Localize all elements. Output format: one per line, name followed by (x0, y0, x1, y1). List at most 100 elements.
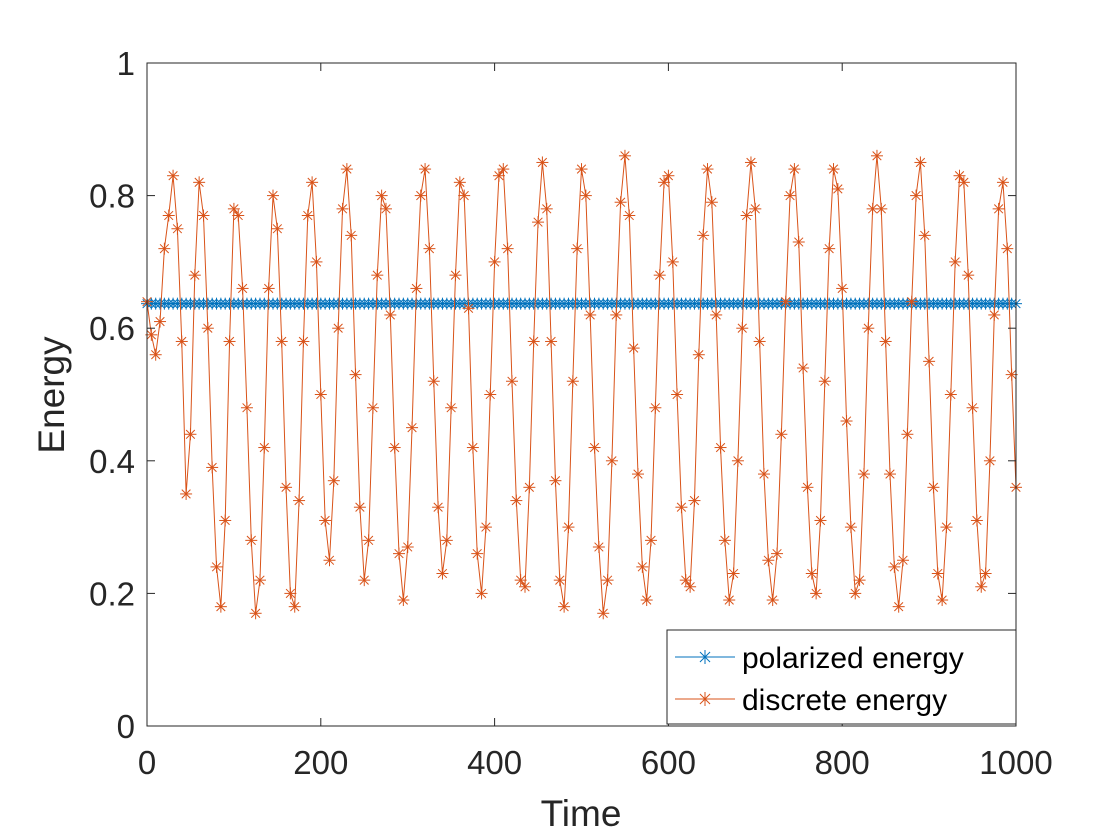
discrete-energy-point (623, 209, 636, 222)
discrete-energy-point (636, 560, 649, 573)
discrete-energy-point (996, 176, 1009, 189)
discrete-energy-point (775, 428, 788, 441)
discrete-energy-point (249, 607, 262, 620)
discrete-energy-point (206, 461, 219, 474)
discrete-energy-point (219, 514, 232, 527)
discrete-energy-point (953, 169, 966, 182)
series-discrete-energy (141, 149, 1022, 620)
discrete-energy-point (831, 182, 844, 195)
discrete-energy-point (966, 401, 979, 414)
discrete-energy-point (375, 189, 388, 202)
discrete-energy-point (167, 169, 180, 182)
discrete-energy-point (762, 554, 775, 567)
discrete-energy-point (788, 163, 801, 176)
discrete-energy-point (844, 521, 857, 534)
discrete-energy-point (640, 594, 653, 607)
discrete-energy-point (840, 415, 853, 428)
discrete-energy-point (897, 554, 910, 567)
discrete-energy-point (571, 242, 584, 255)
discrete-energy-point (362, 534, 375, 547)
discrete-energy-point (692, 348, 705, 361)
discrete-energy-point (406, 421, 419, 434)
discrete-energy-point (475, 587, 488, 600)
discrete-energy-point (714, 441, 727, 454)
discrete-energy-point (510, 494, 523, 507)
discrete-energy-point (527, 335, 540, 348)
discrete-energy-point (662, 169, 675, 182)
discrete-energy-point (601, 574, 614, 587)
discrete-energy-point (753, 335, 766, 348)
discrete-energy-point (723, 594, 736, 607)
discrete-energy-point (870, 149, 883, 162)
discrete-energy-point (180, 487, 193, 500)
discrete-energy-point (853, 574, 866, 587)
discrete-energy-point (923, 355, 936, 368)
discrete-energy-point (736, 322, 749, 335)
discrete-energy-point (445, 401, 458, 414)
discrete-energy-point (588, 441, 601, 454)
discrete-energy-point (697, 229, 710, 242)
discrete-energy-point (201, 322, 214, 335)
y-tick-label: 0.8 (89, 178, 135, 215)
discrete-energy-point (801, 481, 814, 494)
plot-frame (146, 62, 1017, 727)
discrete-energy-point (223, 335, 236, 348)
discrete-energy-point (814, 514, 827, 527)
legend-asterisk-polarized (698, 650, 712, 664)
discrete-energy-point (366, 401, 379, 414)
discrete-energy-point (545, 335, 558, 348)
discrete-energy-point (983, 454, 996, 467)
discrete-energy-point (988, 308, 1001, 321)
discrete-energy-point (905, 295, 918, 308)
discrete-energy-point (823, 242, 836, 255)
x-tick-label: 800 (815, 744, 870, 781)
discrete-energy-point (645, 534, 658, 547)
discrete-energy-point (332, 322, 345, 335)
discrete-energy-point (232, 209, 245, 222)
y-tick-label: 0 (117, 708, 135, 745)
discrete-energy-point (901, 428, 914, 441)
discrete-energy-point (836, 282, 849, 295)
discrete-energy-point (314, 388, 327, 401)
legend-marker-polarized (698, 650, 712, 664)
discrete-energy-point (940, 521, 953, 534)
discrete-energy-point (718, 534, 731, 547)
discrete-energy-point (671, 388, 684, 401)
discrete-energy-point (501, 242, 514, 255)
discrete-energy-point (284, 587, 297, 600)
discrete-energy-point (827, 163, 840, 176)
discrete-energy-point (979, 567, 992, 580)
y-tick-label: 0.4 (89, 443, 135, 480)
discrete-energy-point (731, 454, 744, 467)
series-polarized-energy (141, 297, 1022, 310)
discrete-energy-point (618, 149, 631, 162)
discrete-energy-point (549, 474, 562, 487)
x-tick-label: 0 (138, 744, 156, 781)
discrete-energy-point (306, 176, 319, 189)
discrete-energy-point (605, 454, 618, 467)
x-tick-label: 600 (641, 744, 696, 781)
discrete-energy-point (566, 375, 579, 388)
discrete-energy-point (684, 580, 697, 593)
discrete-energy-point (436, 567, 449, 580)
discrete-energy-point (970, 514, 983, 527)
discrete-energy-point (957, 176, 970, 189)
discrete-energy-point (749, 202, 762, 215)
discrete-energy-point (653, 269, 666, 282)
discrete-energy-point (371, 269, 384, 282)
discrete-energy-point (410, 282, 423, 295)
discrete-energy-point (297, 335, 310, 348)
discrete-energy-point (349, 368, 362, 381)
discrete-energy-point (597, 607, 610, 620)
x-tick-label: 200 (293, 744, 348, 781)
discrete-energy-point (562, 521, 575, 534)
discrete-energy-point (536, 156, 549, 169)
discrete-energy-point (345, 229, 358, 242)
discrete-energy-point (810, 587, 823, 600)
discrete-energy-point (883, 468, 896, 481)
discrete-energy-point (818, 375, 831, 388)
discrete-energy-point (162, 209, 175, 222)
discrete-energy-point (397, 594, 410, 607)
discrete-energy-point (414, 189, 427, 202)
